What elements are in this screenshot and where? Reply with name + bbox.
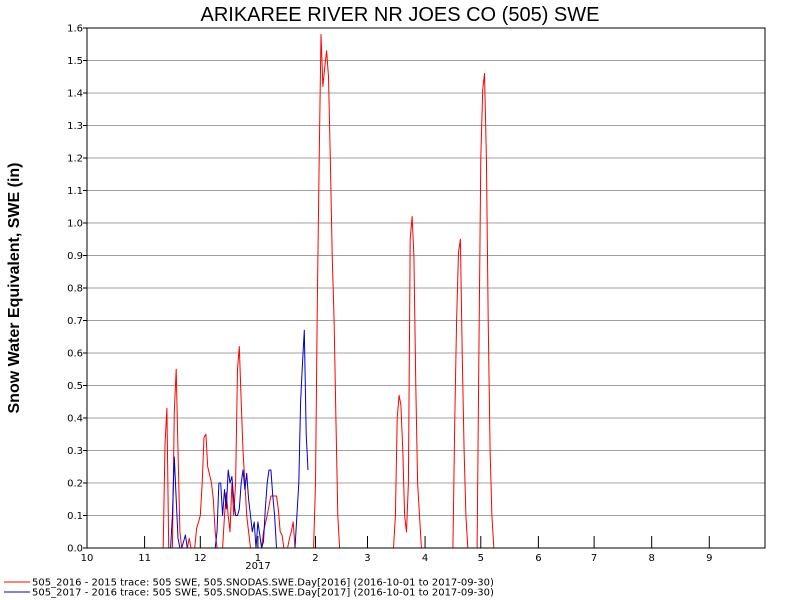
year-label: 2017 <box>245 561 270 572</box>
y-tick-label: 0.0 <box>67 544 83 555</box>
x-tick-label: 2 <box>312 553 318 564</box>
series-line-1 <box>162 34 495 549</box>
y-tick-label: 1.6 <box>67 24 83 35</box>
x-tick-label: 7 <box>591 553 597 564</box>
x-tick-label: 5 <box>478 553 484 564</box>
series-layer <box>162 34 495 549</box>
y-tick-label: 0.9 <box>67 251 83 262</box>
y-tick-label: 0.4 <box>67 414 83 425</box>
legend-entry: 505_2016 - 2015 trace: 505 SWE, 505.SNOD… <box>32 578 494 589</box>
legend: 505_2016 - 2015 trace: 505 SWE, 505.SNOD… <box>4 578 494 599</box>
y-axis-label: Snow Water Equivalent, SWE (in) <box>6 163 23 414</box>
y-tick-label: 1.4 <box>67 89 83 100</box>
x-axis-ticks: 10 11 12 1 2 3 4 5 6 7 8 9 <box>81 536 712 564</box>
chart-title: ARIKAREE RIVER NR JOES CO (505) SWE <box>201 4 600 26</box>
y-tick-label: 1.5 <box>67 56 83 67</box>
y-tick-label: 0.2 <box>67 479 83 490</box>
y-tick-label: 1.3 <box>67 121 83 132</box>
y-tick-label: 1.0 <box>67 219 83 230</box>
x-tick-label: 8 <box>649 553 655 564</box>
y-tick-label: 1.2 <box>67 154 83 165</box>
x-tick-label: 3 <box>364 553 370 564</box>
grid-lines <box>87 27 765 516</box>
x-tick-label: 10 <box>81 553 94 564</box>
y-tick-label: 0.3 <box>67 446 83 457</box>
x-tick-label: 1 <box>255 553 261 564</box>
x-tick-label: 6 <box>535 553 541 564</box>
y-tick-label: 1.1 <box>67 186 83 197</box>
series-line-2 <box>170 329 309 549</box>
y-tick-label: 0.1 <box>67 511 83 522</box>
x-tick-label: 4 <box>422 553 428 564</box>
x-tick-label: 12 <box>194 553 207 564</box>
y-tick-label: 0.7 <box>67 316 83 327</box>
y-tick-label: 0.6 <box>67 349 83 360</box>
x-tick-label: 9 <box>706 553 712 564</box>
y-tick-label: 0.5 <box>67 381 83 392</box>
legend-entry: 505_2017 - 2016 trace: 505 SWE, 505.SNOD… <box>32 588 494 599</box>
x-tick-label: 11 <box>138 553 151 564</box>
y-axis-ticks: 0.0 0.1 0.2 0.3 0.4 0.5 0.6 0.7 0.8 0.9 1.0 1.1 1.2 1… <box>67 24 87 555</box>
y-tick-label: 0.8 <box>67 284 83 295</box>
